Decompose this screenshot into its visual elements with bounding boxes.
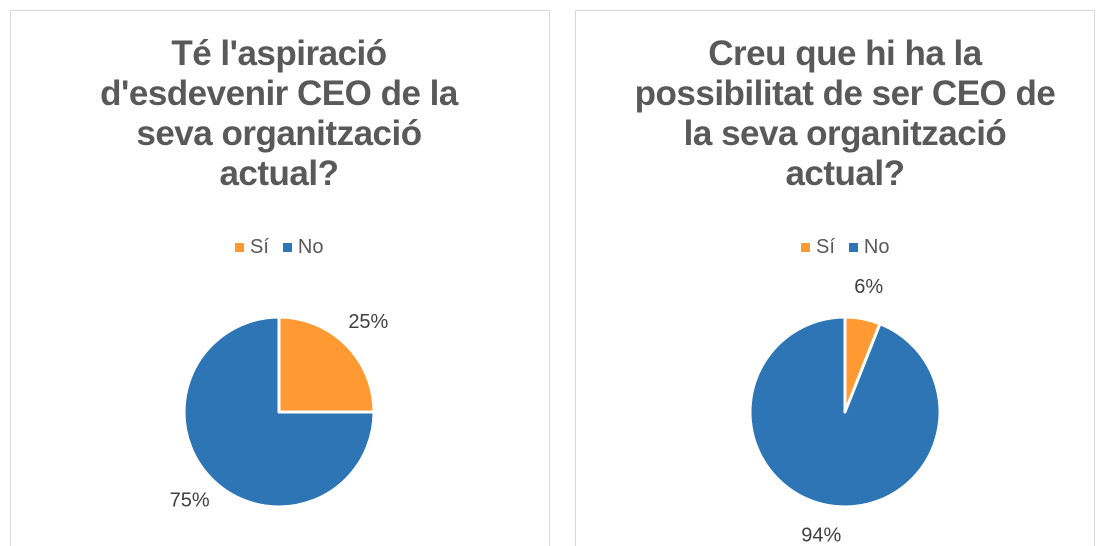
legend-label: No xyxy=(297,236,324,258)
legend-swatch xyxy=(801,243,810,252)
legend: Sí No xyxy=(235,236,323,259)
chart-panel xyxy=(575,10,1095,546)
chart-title: Creu que hi ha la possibilitat de ser CE… xyxy=(634,34,1056,193)
legend-item: Sí xyxy=(801,236,835,259)
pie-slice xyxy=(182,315,376,509)
data-label: 6% xyxy=(854,276,883,298)
legend-swatch xyxy=(235,243,244,252)
data-label: 94% xyxy=(801,524,841,546)
legend-label: Sí xyxy=(250,236,269,258)
legend: Sí No xyxy=(801,236,889,259)
chart-title: Té l'aspiració d'esdevenir CEO de la sev… xyxy=(100,34,458,193)
data-label: 25% xyxy=(348,311,388,333)
legend-label: No xyxy=(863,236,890,258)
pie-slice xyxy=(277,315,376,414)
legend-item: Sí xyxy=(235,236,269,259)
legend-swatch xyxy=(282,243,292,252)
legend-item: No xyxy=(282,236,324,259)
data-label: 75% xyxy=(170,490,210,512)
chart-panel xyxy=(10,10,550,546)
legend-item: No xyxy=(848,236,890,259)
legend-swatch xyxy=(848,243,858,252)
legend-label: Sí xyxy=(816,236,835,258)
pie-slice xyxy=(748,315,942,509)
